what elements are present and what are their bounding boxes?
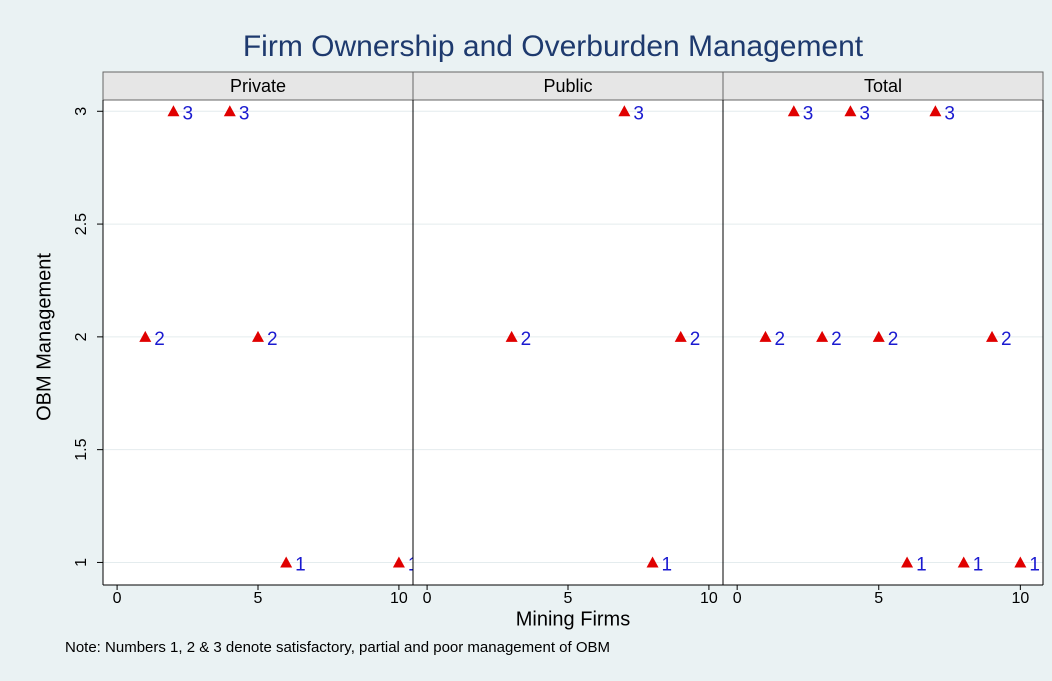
marker [223, 105, 236, 117]
point-label: 3 [803, 103, 814, 124]
point-label: 2 [690, 329, 701, 350]
marker [816, 330, 829, 342]
marker [392, 556, 405, 568]
panel-title: Public [543, 76, 592, 96]
x-tick-label: 10 [1011, 590, 1029, 607]
marker [929, 105, 942, 117]
panel-header [722, 71, 1044, 101]
point-label: 3 [239, 103, 250, 124]
panel [413, 100, 723, 585]
x-axis-label: Mining Firms [516, 608, 630, 630]
point-label: 1 [916, 554, 927, 575]
marker [646, 556, 659, 568]
x-tick-label: 0 [113, 590, 122, 607]
panel-header [412, 71, 724, 101]
point-label: 2 [774, 329, 785, 350]
x-tick-label: 10 [390, 590, 408, 607]
point-label: 2 [1001, 329, 1012, 350]
y-axis-label: OBM Management [33, 253, 55, 421]
point-label: 2 [831, 329, 842, 350]
marker [505, 330, 518, 342]
x-tick-label: 5 [254, 590, 263, 607]
point-label: 2 [888, 329, 899, 350]
point-label: 3 [633, 103, 644, 124]
panel [723, 100, 1043, 585]
y-tick-label: 1 [73, 558, 90, 567]
point-label: 3 [859, 103, 870, 124]
marker [872, 330, 885, 342]
point-label: 2 [267, 329, 278, 350]
panel [103, 100, 413, 585]
marker [957, 556, 970, 568]
point-label: 1 [662, 554, 673, 575]
y-tick-label: 2 [73, 332, 90, 341]
marker [759, 330, 772, 342]
marker [167, 105, 180, 117]
panel-title: Total [864, 76, 902, 96]
y-tick-label: 1.5 [73, 438, 90, 460]
point-label: 1 [973, 554, 984, 575]
x-tick-label: 10 [700, 590, 718, 607]
point-label: 1 [1029, 554, 1040, 575]
note: Note: Numbers 1, 2 & 3 denote satisfacto… [65, 639, 610, 656]
point-label: 3 [182, 103, 193, 124]
marker [280, 556, 293, 568]
marker [787, 105, 800, 117]
x-tick-label: 0 [423, 590, 432, 607]
marker [901, 556, 914, 568]
point-label: 1 [295, 554, 306, 575]
chart-title: Firm Ownership and Overburden Management [243, 30, 864, 63]
marker [252, 330, 264, 342]
y-tick-label: 3 [73, 107, 90, 116]
y-tick-label: 2.5 [73, 213, 90, 235]
point-label: 3 [944, 103, 955, 124]
marker [844, 105, 857, 117]
marker [986, 330, 999, 342]
point-label: 2 [154, 329, 165, 350]
x-tick-label: 5 [874, 590, 883, 607]
marker [674, 330, 687, 342]
point-label: 2 [521, 329, 532, 350]
x-tick-label: 5 [564, 590, 573, 607]
marker [618, 105, 631, 117]
marker [1014, 556, 1027, 568]
marker [139, 330, 152, 342]
x-tick-label: 0 [733, 590, 742, 607]
panel-title: Private [230, 76, 286, 96]
